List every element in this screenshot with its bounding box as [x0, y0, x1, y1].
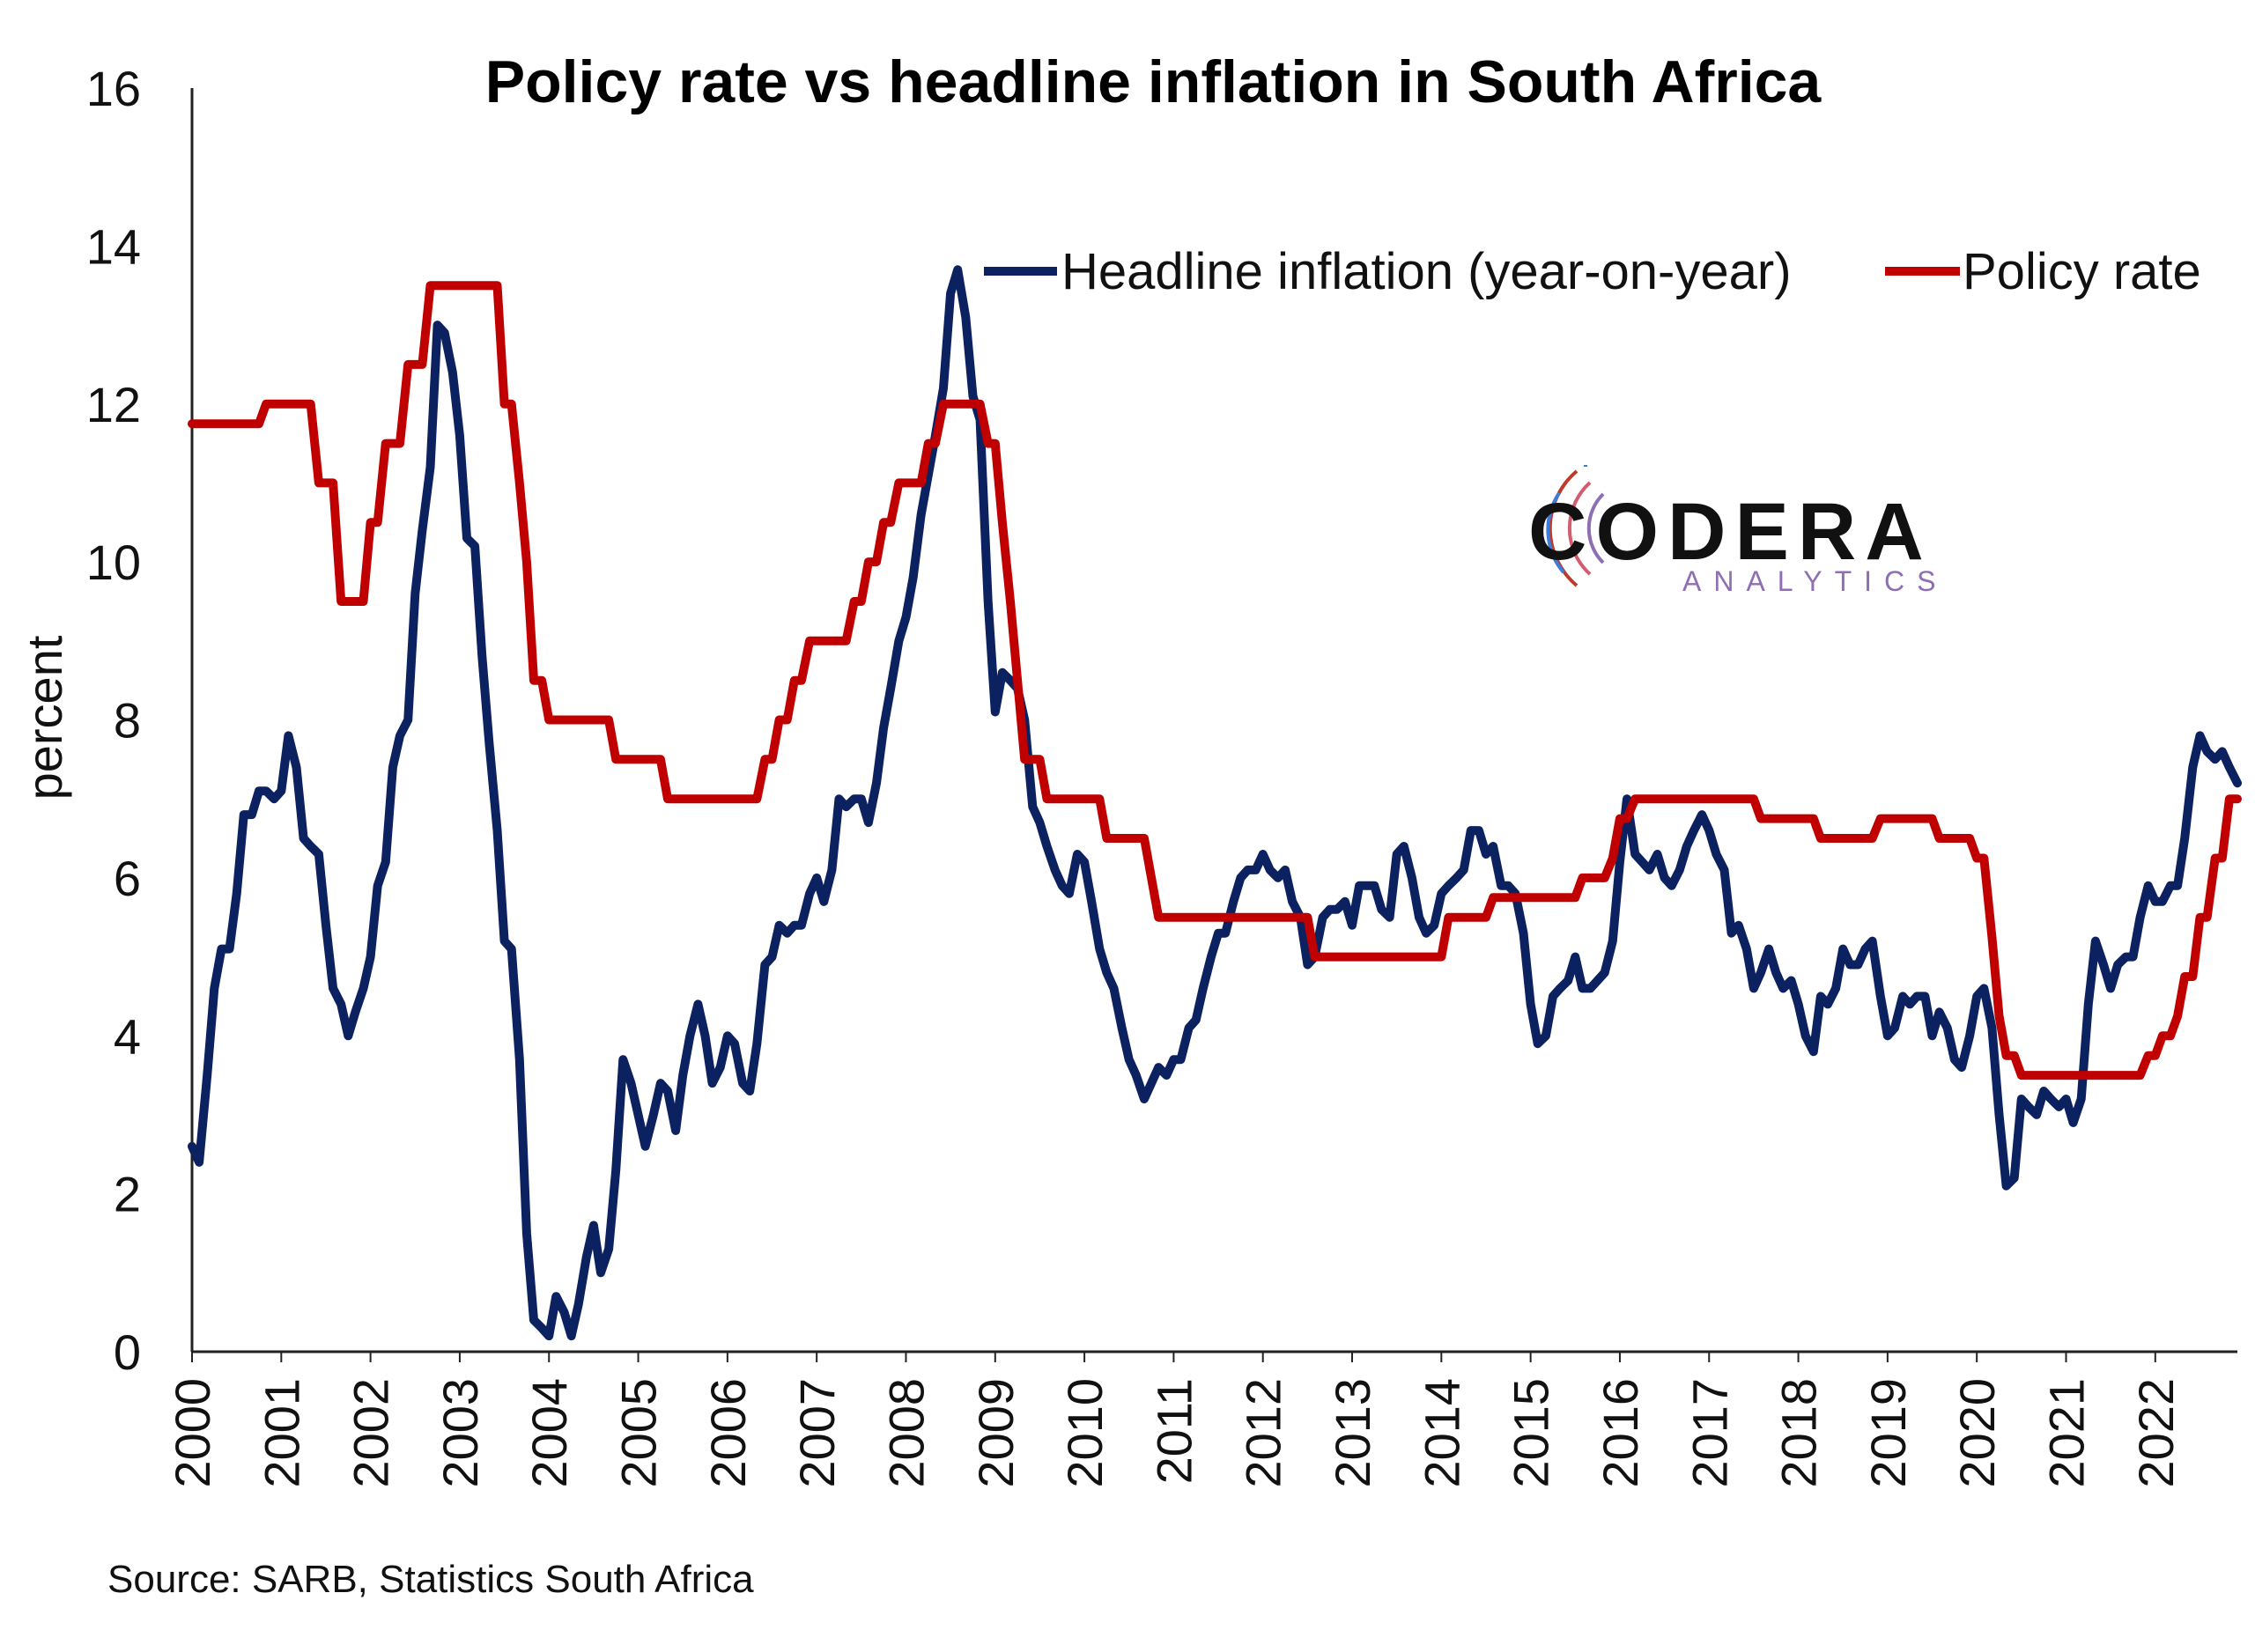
x-tick-label: 2014	[1414, 1378, 1469, 1488]
policy-rate-line	[188, 281, 2242, 1080]
legend: Headline inflation (year-on-year) Policy…	[984, 243, 2201, 300]
x-tick-label: 2012	[1236, 1378, 1291, 1488]
y-axis-label: percent	[17, 635, 72, 800]
y-tick-label: 8	[114, 693, 141, 749]
x-tick-label: 2022	[2128, 1378, 2184, 1488]
logo-arc-icon	[1546, 464, 1605, 587]
y-tick-label: 12	[86, 377, 141, 432]
x-tick-label: 2013	[1325, 1378, 1380, 1488]
x-tick-label: 2010	[1057, 1378, 1113, 1488]
logo-tagline: ANALYTICS	[1682, 565, 1948, 597]
x-tick-label: 2015	[1504, 1378, 1559, 1488]
x-tick-label: 2004	[521, 1378, 577, 1488]
x-tick-labels: 2000 2001 2002 2003 2004 2005 2006 2007 2008 2009…	[165, 1352, 2184, 1488]
x-tick-label: 2016	[1593, 1378, 1648, 1488]
source-note: Source: SARB, Statistics South Africa	[107, 1558, 754, 1601]
x-tick-label: 2018	[1771, 1378, 1827, 1488]
x-tick-label: 2017	[1682, 1378, 1737, 1488]
x-tick-label: 2005	[611, 1378, 667, 1488]
y-tick-label: 2	[114, 1167, 141, 1222]
inflation-line	[188, 265, 2242, 1341]
x-tick-label: 2009	[968, 1378, 1024, 1488]
x-tick-label: 2001	[254, 1378, 309, 1488]
y-tick-label: 14	[86, 218, 141, 274]
y-tick-label: 16	[86, 61, 141, 116]
series-group	[188, 265, 2242, 1341]
legend-label-inflation: Headline inflation (year-on-year)	[1061, 243, 1792, 300]
codera-logo: CODERA ANALYTICS	[1528, 464, 1948, 597]
chart-title: Policy rate vs headline inflation in Sou…	[485, 48, 1822, 115]
logo-wordmark: CODERA	[1528, 487, 1933, 577]
legend-label-policy: Policy rate	[1963, 243, 2201, 300]
x-tick-label: 2002	[344, 1378, 399, 1488]
x-tick-label: 2020	[1949, 1378, 2005, 1488]
x-tick-label: 2003	[433, 1378, 488, 1488]
y-tick-label: 4	[114, 1008, 141, 1064]
y-tick-label: 10	[86, 535, 141, 590]
x-tick-label: 2019	[1860, 1378, 1916, 1488]
x-tick-label: 2000	[165, 1378, 220, 1488]
x-tick-label: 2021	[2038, 1378, 2094, 1488]
y-tick-labels: 0 2 4 6 8 10 12 14 16	[86, 61, 141, 1380]
x-tick-label: 2007	[789, 1378, 845, 1488]
x-tick-label: 2006	[700, 1378, 756, 1488]
axes	[190, 88, 2237, 1353]
y-tick-label: 0	[114, 1324, 141, 1380]
y-tick-label: 6	[114, 851, 141, 906]
x-tick-label: 2011	[1146, 1378, 1201, 1484]
x-tick-label: 2008	[878, 1378, 934, 1488]
